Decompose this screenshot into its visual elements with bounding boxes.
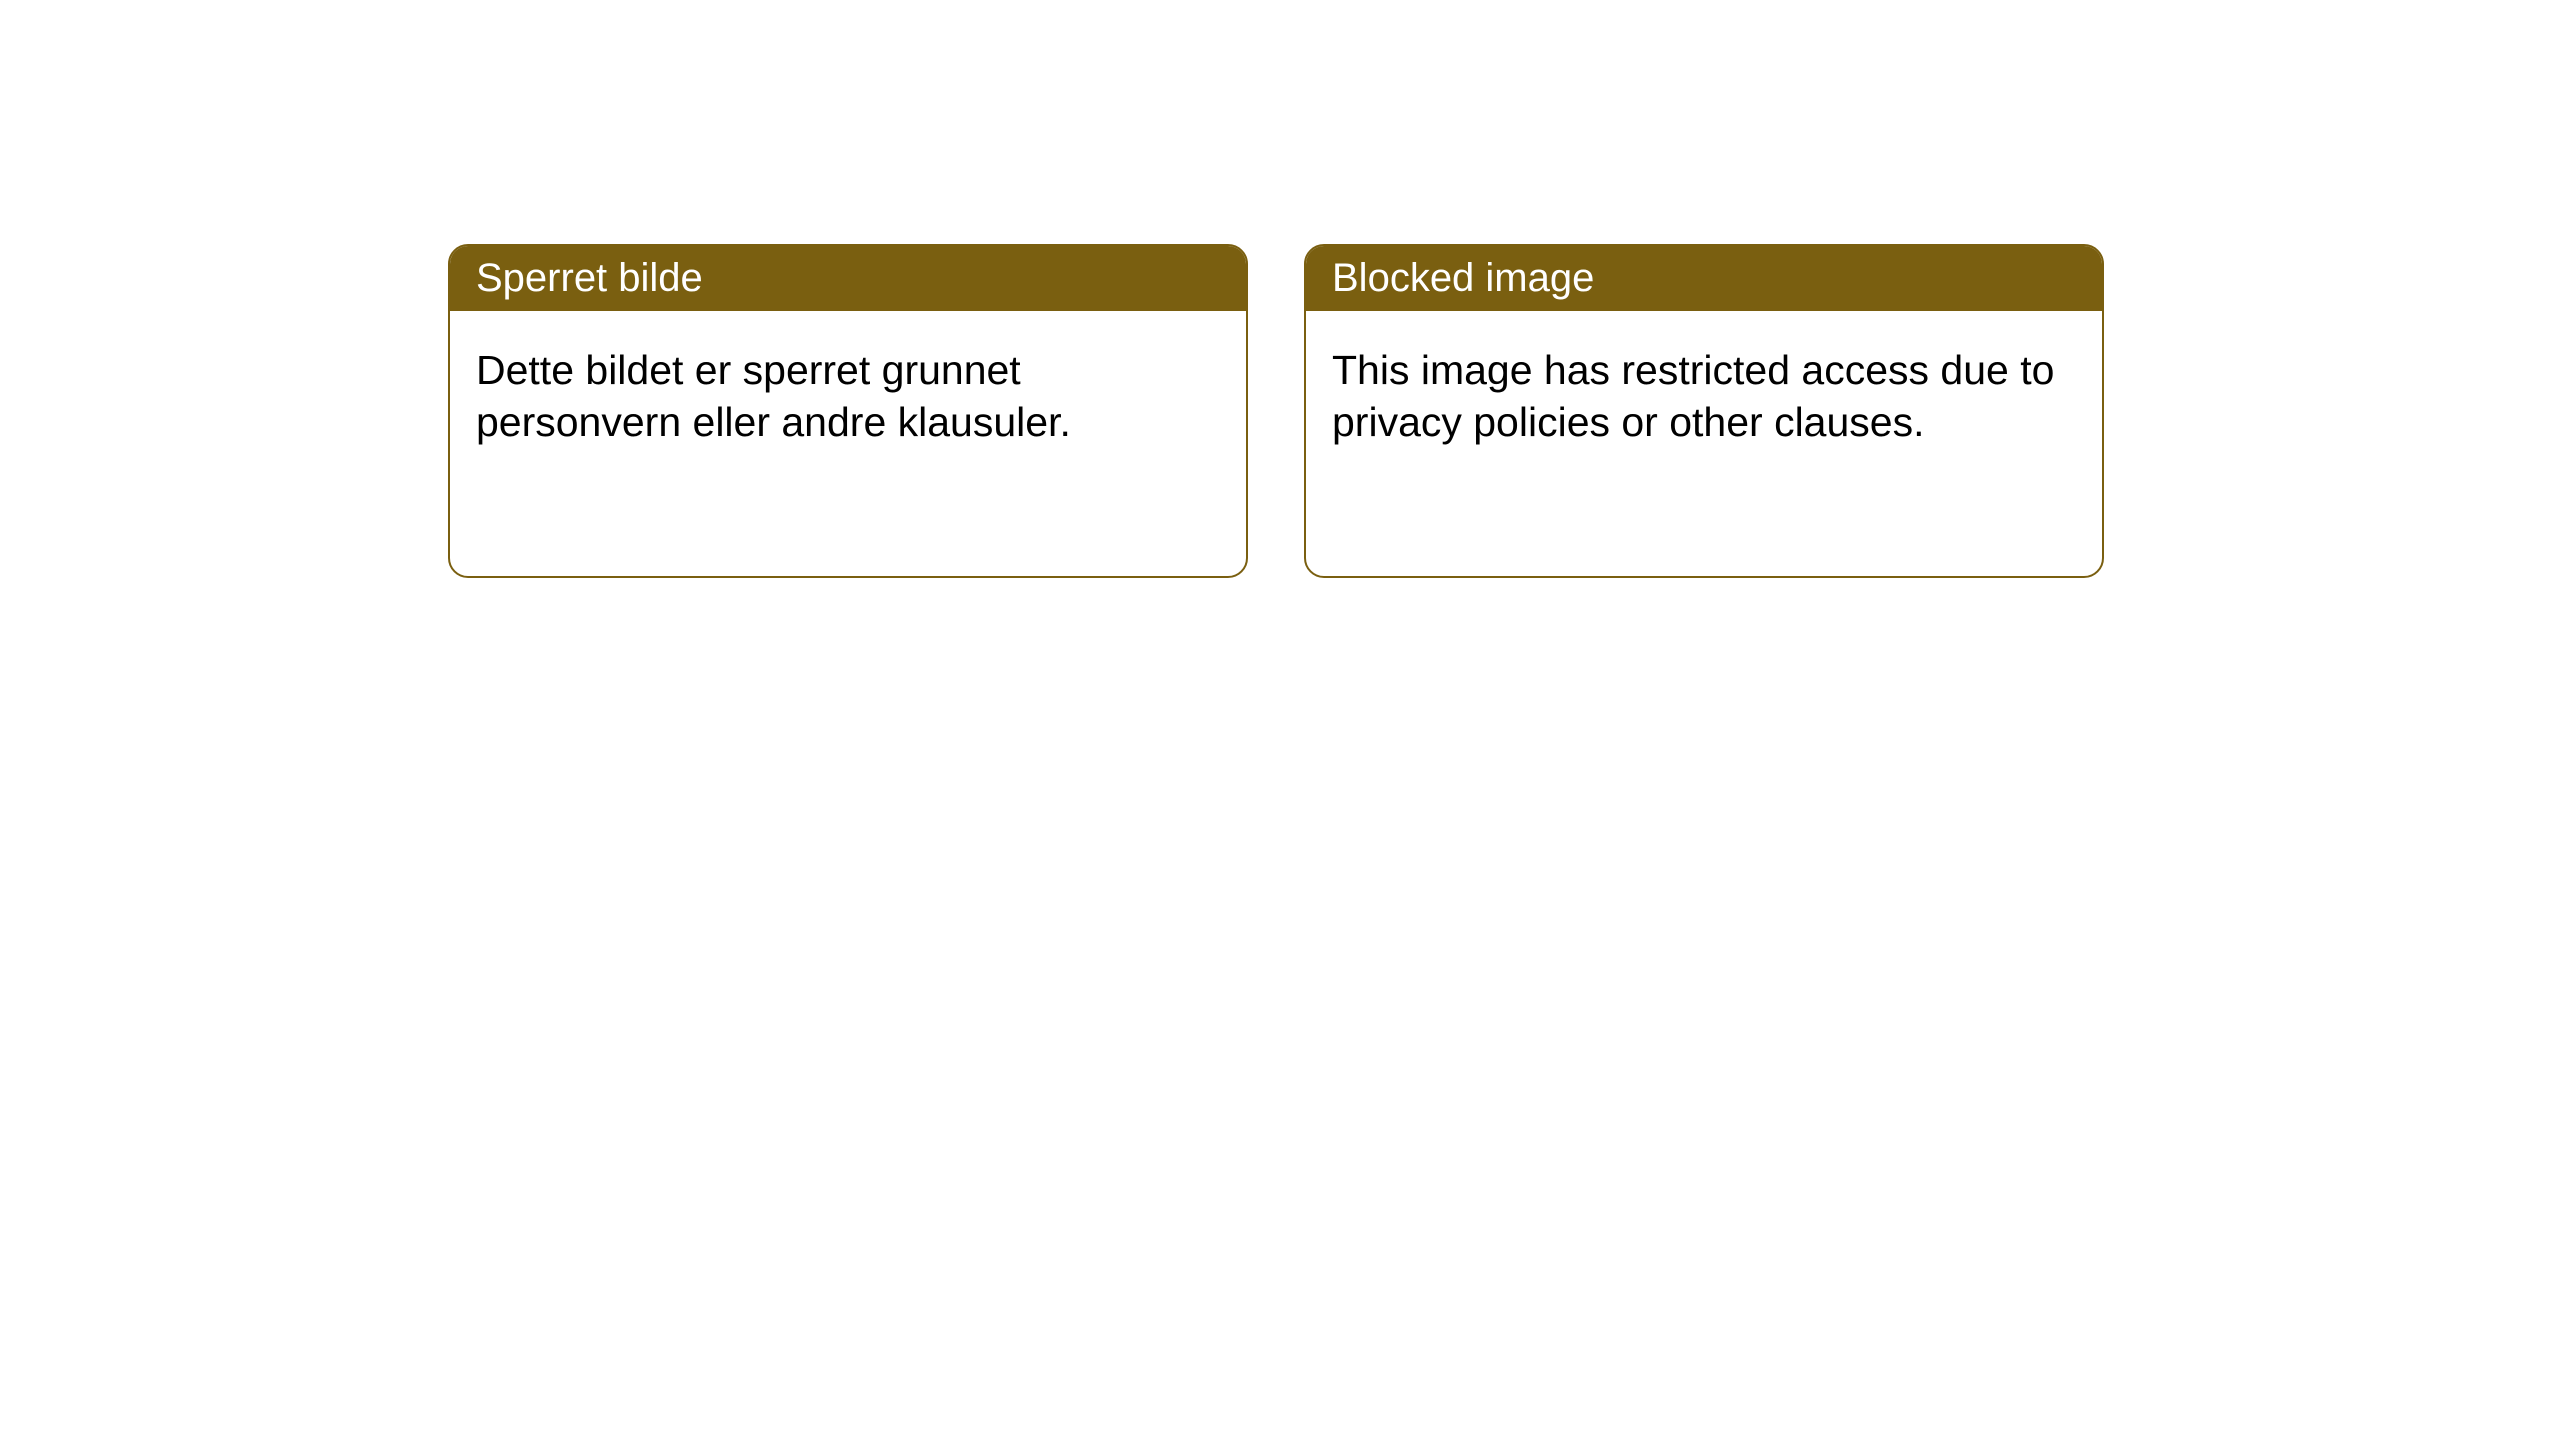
card-body-no: Dette bildet er sperret grunnet personve…: [450, 311, 1246, 482]
card-body-en: This image has restricted access due to …: [1306, 311, 2102, 482]
blocked-image-card-no: Sperret bilde Dette bildet er sperret gr…: [448, 244, 1248, 578]
card-header-en: Blocked image: [1306, 246, 2102, 311]
notice-card-row: Sperret bilde Dette bildet er sperret gr…: [0, 0, 2560, 578]
blocked-image-card-en: Blocked image This image has restricted …: [1304, 244, 2104, 578]
card-header-no: Sperret bilde: [450, 246, 1246, 311]
